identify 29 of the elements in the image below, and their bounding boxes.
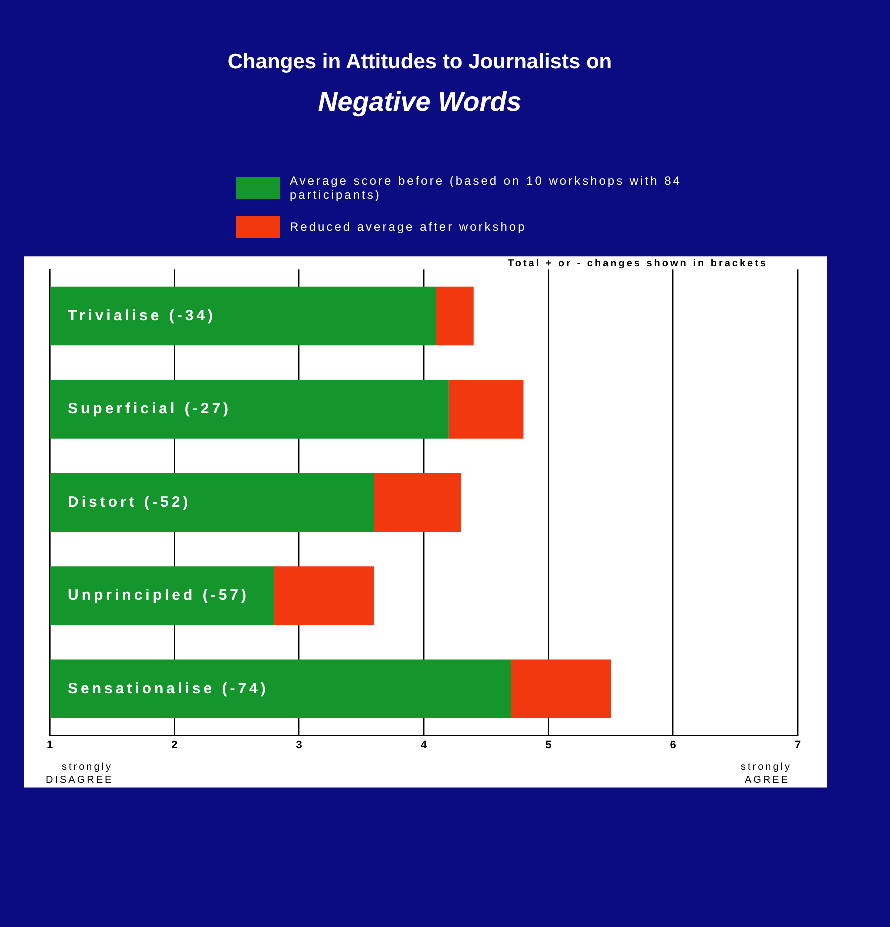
bar [374, 473, 462, 532]
x-tick-label: 2 [172, 739, 178, 752]
x-tick-label: 4 [420, 739, 428, 752]
y-tick-label: Sensationalise (-74) [68, 680, 269, 698]
bar [50, 566, 274, 626]
y-tick-label: Unprincipled (-57) [68, 587, 250, 604]
legend-label: Average score before (based on 10 workshops with 84 participants) [290, 174, 683, 202]
bar [448, 380, 524, 439]
bar [511, 660, 611, 719]
y-tick-label: Superficial (-27) [68, 400, 232, 418]
x-tick-label: 1 [46, 739, 54, 752]
bar [50, 286, 436, 346]
y-tick-label: Distort (-52) [68, 494, 192, 511]
x-tick-label: 7 [794, 739, 802, 752]
text: strongly AGREE [740, 762, 792, 786]
x-tick-label: 3 [296, 739, 302, 752]
text: strongly DISAGREE [46, 762, 114, 786]
bar [50, 380, 449, 439]
legend-label: Reduced average after workshop [290, 220, 527, 234]
y-tick-label: Trivialise (-34) [68, 307, 216, 324]
bar [274, 566, 374, 626]
annotation: Total + or - changes shown in brackets [508, 258, 768, 270]
bar [50, 660, 512, 719]
chart-subtitle: Negative Words [318, 86, 522, 117]
bar [436, 286, 474, 346]
x-tick-label: 6 [670, 739, 676, 752]
chart-title: Changes in Attitudes to Journalists on [228, 50, 612, 74]
x-tick-label: 5 [546, 739, 552, 752]
bar [50, 473, 374, 532]
